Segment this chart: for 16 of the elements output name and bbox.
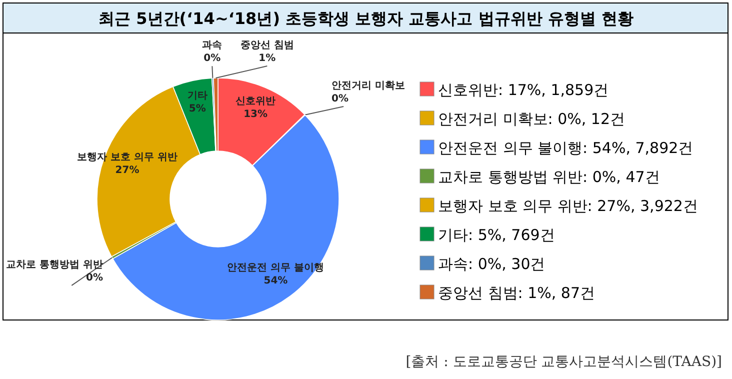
legend-label: 교차로 통행방법 위반: 0%, 47건 [438,168,660,186]
data-label: 신호위반 13% [236,96,276,120]
legend-label: 중앙선 침범: 1%, 87건 [438,284,596,302]
legend-label: 안전거리 미확보: 0%, 12건 [438,110,626,128]
text: [출처 : 도로교통공단 교통사고분석시스템(TAAS)] [406,354,722,370]
legend-label: 신호위반: 17%, 1,859건 [438,81,609,99]
data-label: 과속 0% [202,40,222,64]
legend-label: 과속: 0%, 30건 [438,255,546,273]
chart-title: 최근 5년간(‘14~‘18년) 초등학생 보행자 교통사고 법규위반 유형별 현황 [98,9,634,28]
legend-label: 안전운전 의무 불이행: 54%, 7,892건 [438,139,694,157]
data-label: 기타 5% [187,90,208,115]
data-label: 안전거리 미확보 0% [332,80,405,104]
data-label: 중앙선 침범 1% [240,40,294,64]
data-label: 교차로 통행방법 위반 0% [6,259,103,284]
legend-label: 보행자 보호 의무 위반: 27%, 3,922건 [438,197,698,215]
legend-label: 기타: 5%, 769건 [438,226,555,244]
